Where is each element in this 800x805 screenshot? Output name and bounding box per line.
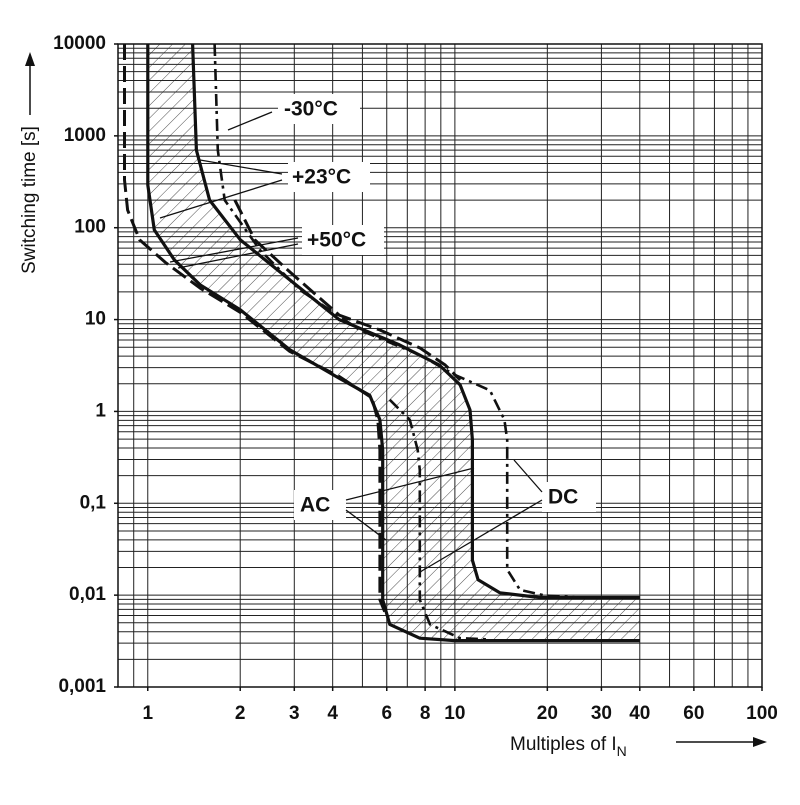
annotation: -30°C [284, 98, 338, 121]
x-tick-label: 100 [746, 703, 778, 724]
labels: 10000 1000 100 10 1 0,1 0,01 0,001 1 2 3 4 6 8 10 20 30 4… [53, 33, 778, 724]
leader-line [199, 159, 283, 175]
leader-line [513, 459, 543, 493]
x-tick-label: 60 [683, 703, 704, 724]
y-tick-label: 10 [85, 309, 106, 330]
annotation-group: -30°C +23°C +50°C AC DC [159, 94, 596, 573]
y-tick-label: 10000 [53, 33, 106, 54]
x-tick-label: 4 [327, 703, 338, 724]
x-tick-label: 40 [629, 703, 650, 724]
y-tick-label: 100 [74, 217, 106, 238]
leader-line [177, 243, 299, 269]
curves [123, 43, 640, 643]
y-tick-label: 0,01 [69, 584, 106, 605]
y-tick-label: 0,001 [58, 676, 106, 697]
leader-line [169, 237, 299, 263]
x-tick-label: 30 [591, 703, 612, 724]
x-tick-label: 8 [420, 703, 431, 724]
annotation-bg [302, 225, 384, 255]
x-axis-title-text: Multiples of I [510, 734, 617, 755]
annotation-bg [294, 490, 346, 520]
annotation: AC [300, 494, 330, 517]
x-tick-label: 6 [381, 703, 392, 724]
x-tick-label: 3 [289, 703, 300, 724]
x-axis-title-subscript: N [617, 743, 627, 759]
x-tick-label: 2 [235, 703, 246, 724]
axis-arrowhead [753, 737, 767, 747]
x-tick-label: 1 [142, 703, 153, 724]
x-axis-title-group: Multiples of IN [510, 734, 767, 759]
plot-frame [117, 43, 763, 688]
annotation: DC [548, 486, 578, 509]
leader-line [159, 179, 283, 219]
y-axis-title-group: Switching time [s] [19, 52, 40, 274]
annotation: +23°C [292, 166, 351, 189]
curve [191, 43, 640, 600]
curve [213, 43, 580, 599]
annotation: +50°C [307, 229, 366, 252]
y-tick-label: 1 [95, 400, 106, 421]
y-tick-label: 0,1 [80, 492, 107, 513]
hatched-band [147, 44, 640, 641]
x-tick-label: 20 [537, 703, 558, 724]
x-axis-title: Multiples of IN [510, 734, 627, 759]
x-tick-label: 10 [444, 703, 465, 724]
y-tick-label: 1000 [64, 125, 106, 146]
curve [123, 44, 387, 613]
leader-line [345, 467, 475, 501]
leader-line [227, 111, 273, 131]
y-axis-title: Switching time [s] [19, 126, 40, 274]
curve [388, 398, 490, 641]
annotation-bg [278, 94, 360, 124]
annotation-bg [542, 482, 596, 512]
leader-line [419, 499, 543, 573]
leader-line [345, 509, 387, 541]
axis-arrowhead [25, 52, 35, 66]
curve [146, 44, 640, 643]
annotation-bg [288, 162, 370, 192]
